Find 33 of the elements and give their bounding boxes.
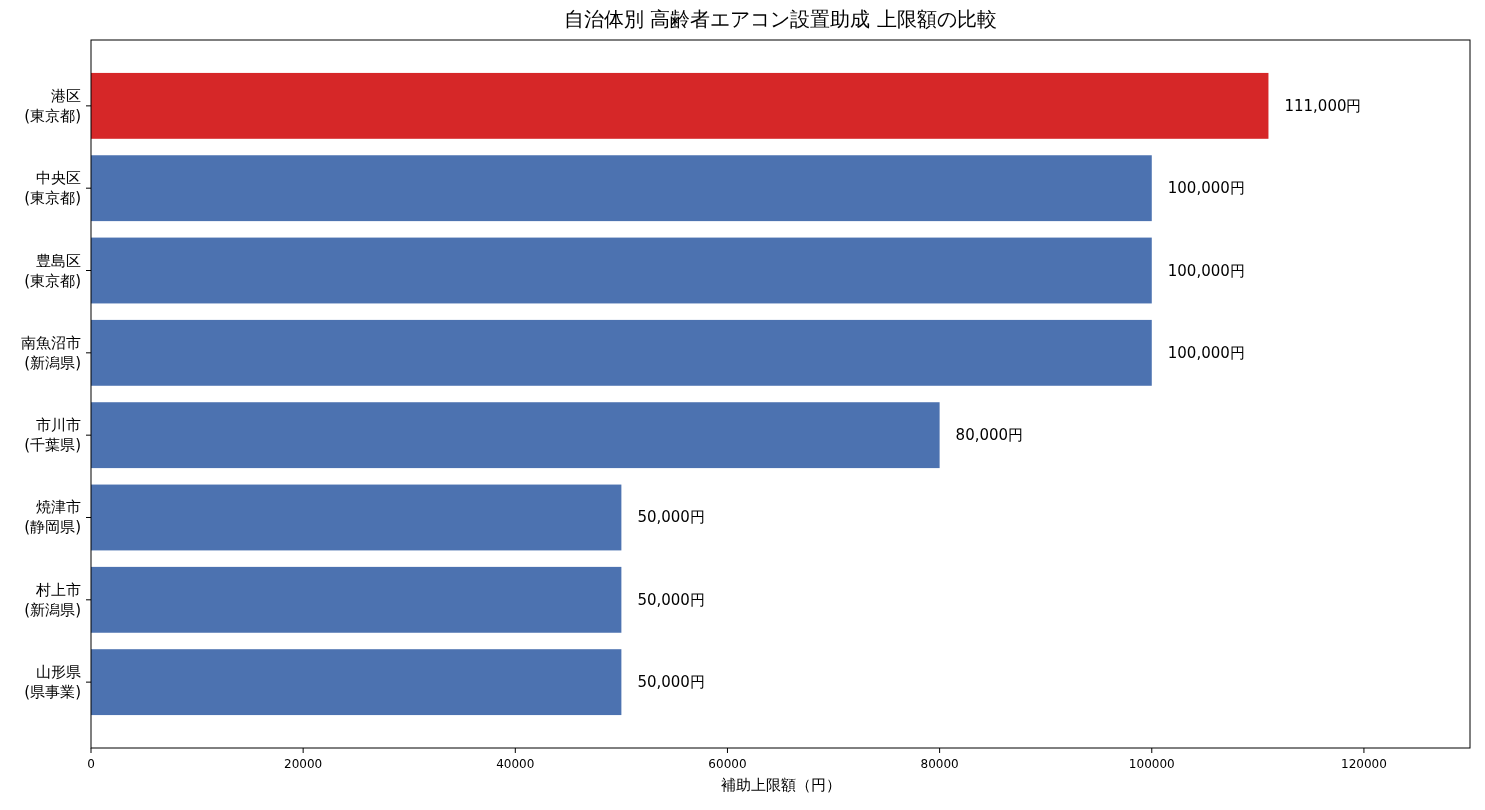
y-tick-label: 山形県 (県事業) xyxy=(24,663,81,702)
bar xyxy=(91,319,1152,386)
data-label: 100,000円 xyxy=(1167,179,1245,198)
data-label: 80,000円 xyxy=(955,426,1024,445)
x-axis-title: 補助上限額（円） xyxy=(720,776,841,794)
y-tick-label: 市川市 (千葉県) xyxy=(24,416,81,455)
y-tick-label: 中央区 (東京都) xyxy=(24,169,81,208)
chart-title: 自治体別 高齢者エアコン設置助成 上限額の比較 xyxy=(564,7,997,31)
data-label: 50,000円 xyxy=(637,508,705,527)
bar xyxy=(91,484,622,551)
data-label: 100,000円 xyxy=(1167,343,1245,362)
bar xyxy=(91,72,1269,139)
y-tick-label: 村上市 (新潟県) xyxy=(24,580,81,619)
data-label: 50,000円 xyxy=(637,590,705,609)
x-tick-label: 40000 xyxy=(496,757,535,771)
x-tick-label: 80000 xyxy=(920,757,959,771)
y-tick-label: 港区 (東京都) xyxy=(24,86,81,125)
bar xyxy=(91,237,1152,304)
data-label: 111,000円 xyxy=(1284,96,1362,115)
data-label: 100,000円 xyxy=(1167,261,1245,280)
x-tick-label: 60000 xyxy=(708,757,747,771)
x-tick-label: 120000 xyxy=(1341,757,1387,771)
x-tick-label: 100000 xyxy=(1128,757,1175,771)
x-tick-label: 20000 xyxy=(284,757,323,771)
data-label: 50,000円 xyxy=(637,673,705,692)
bar xyxy=(91,402,940,469)
bar xyxy=(91,155,1152,222)
y-tick-label: 焼津市 (静岡県) xyxy=(24,498,81,537)
bar xyxy=(91,566,622,633)
y-tick-label: 豊島区 (東京都) xyxy=(24,251,81,290)
x-tick-label: 0 xyxy=(87,757,95,771)
y-tick-label: 南魚沼市 (新潟県) xyxy=(21,333,81,372)
bar xyxy=(91,649,622,716)
